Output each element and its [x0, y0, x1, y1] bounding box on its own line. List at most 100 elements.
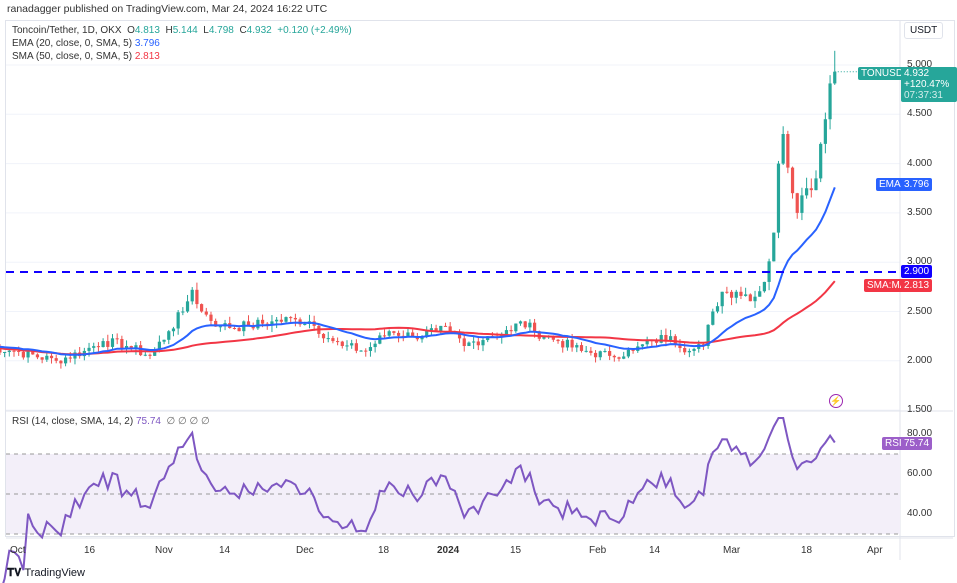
candle-body — [805, 188, 809, 196]
candle-body — [711, 311, 715, 325]
time-tick: 2024 — [437, 545, 460, 556]
candle-body — [289, 317, 293, 319]
time-tick: Nov — [155, 545, 173, 556]
candle-body — [251, 326, 255, 329]
time-tick: 14 — [649, 545, 661, 556]
candle-body — [476, 341, 480, 346]
price-tick: 5.000 — [907, 59, 933, 70]
candle-body — [584, 350, 588, 352]
candle-body — [500, 334, 504, 338]
candle-body — [786, 134, 790, 168]
time-tick: 18 — [378, 545, 390, 556]
price-tick: 3.000 — [907, 256, 933, 268]
candle-body — [542, 336, 546, 339]
candle-body — [631, 349, 635, 351]
candle-body — [617, 357, 621, 359]
ema-legend[interactable]: EMA (20, close, 0, SMA, 5) 3.796 — [12, 38, 160, 49]
candle-body — [110, 338, 115, 347]
rsi-tag: RSI — [882, 437, 905, 450]
candle-body — [654, 341, 659, 343]
rsi-band-background — [6, 454, 900, 534]
price-tick: 3.500 — [907, 206, 933, 218]
candle-body — [214, 320, 218, 327]
candle-body — [809, 188, 813, 191]
high-value: 5.144 — [172, 25, 198, 36]
tv-logo-icon: 𝐓𝐕 — [7, 567, 22, 579]
price-tick: 2.500 — [907, 305, 933, 317]
ema-value: 3.796 — [134, 38, 160, 49]
time-tick: 16 — [84, 545, 96, 556]
rsi-legend[interactable]: RSI (14, close, SMA, 14, 2) 75.74 ∅ ∅ ∅ … — [12, 416, 210, 427]
candle-body — [17, 350, 21, 352]
candle-body — [570, 339, 574, 348]
candle-body — [781, 134, 785, 164]
candle-body — [472, 341, 476, 343]
time-tick: 14 — [219, 545, 231, 556]
candle-body — [523, 321, 527, 328]
candle-body — [387, 331, 391, 336]
candle-body — [509, 330, 513, 332]
open-value: 4.813 — [134, 25, 160, 36]
candle-body — [462, 338, 466, 347]
time-tick: Mar — [723, 545, 741, 556]
candle-body — [814, 178, 818, 191]
candle-body — [504, 330, 509, 335]
candle-body — [828, 83, 832, 120]
candle-body — [321, 333, 326, 339]
candle-body — [683, 348, 687, 353]
candle-body — [758, 291, 762, 297]
candle-body — [514, 323, 518, 332]
chart-frame — [5, 20, 955, 537]
currency-button[interactable]: USDT — [904, 22, 944, 39]
candle-body — [209, 314, 213, 321]
candle-body — [612, 355, 616, 358]
candle-body — [200, 304, 204, 312]
candle-body — [63, 357, 68, 364]
candle-body — [744, 294, 748, 296]
price-tick: 4.500 — [907, 108, 933, 120]
candle-body — [326, 338, 330, 340]
candle-body — [772, 232, 776, 262]
candle-body — [171, 328, 176, 332]
lightning-alert-icon[interactable]: ⚡ — [829, 394, 843, 408]
candle-body — [120, 339, 124, 350]
candle-body — [275, 319, 279, 322]
rsi-tick: 40.00 — [907, 508, 933, 519]
candle-body — [153, 349, 157, 356]
candle-body — [134, 345, 138, 349]
candle-body — [157, 341, 161, 350]
candle-body — [373, 343, 377, 348]
candle-body — [439, 325, 443, 332]
candle-body — [331, 338, 335, 342]
close-label: C — [239, 25, 247, 36]
sma-value: 2.813 — [134, 51, 160, 62]
horizontal-line-label[interactable]: 2.900 — [901, 265, 933, 278]
candle-body — [148, 354, 152, 356]
candle-body — [284, 317, 288, 322]
sma-legend[interactable]: SMA (50, close, 0, SMA, 5) 2.813 — [12, 51, 160, 62]
candle-body — [734, 291, 738, 298]
tradingview-logo[interactable]: 𝐓𝐕 TradingView — [7, 567, 85, 580]
low-label: L — [203, 25, 209, 36]
candle-body — [31, 350, 35, 355]
candle-body — [26, 350, 30, 358]
publish-info: ranadagger published on TradingView.com,… — [7, 3, 328, 15]
candle-body — [40, 357, 44, 360]
time-tick: Dec — [296, 545, 314, 556]
last-price: 4.932 — [904, 68, 930, 79]
last-price-label: 4.932 +120.47% 07:37:31 — [901, 67, 957, 102]
rsi-price-label: 75.74 — [901, 437, 933, 450]
candle-body — [800, 195, 804, 213]
candle-body — [21, 351, 25, 358]
brand-name: TradingView — [24, 567, 85, 579]
candle-body — [589, 350, 593, 353]
candle-body — [725, 291, 729, 293]
high-label: H — [165, 25, 173, 36]
candle-body — [795, 193, 799, 213]
price-tick: 2.000 — [907, 354, 933, 366]
rsi-value: 75.74 — [135, 416, 161, 427]
candle-body — [556, 339, 560, 342]
candle-body — [626, 349, 630, 357]
candle-body — [382, 335, 387, 337]
